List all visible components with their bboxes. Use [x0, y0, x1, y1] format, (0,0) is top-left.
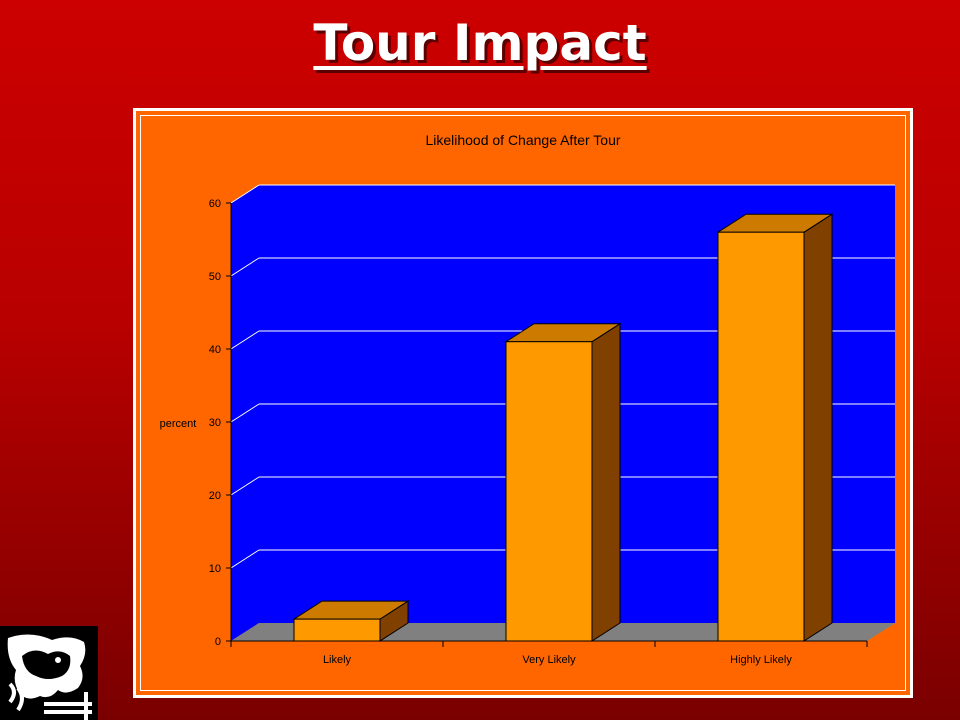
bar — [717, 231, 805, 642]
slide-title: Tour Impact — [313, 14, 647, 72]
cow-logo — [0, 626, 98, 720]
gridline-side — [230, 403, 260, 423]
bar-side — [803, 213, 833, 642]
y-tick-label: 60 — [209, 198, 221, 210]
gridline-side — [230, 549, 260, 569]
bar — [505, 341, 593, 642]
chart-title: Likelihood of Change After Tour — [425, 132, 620, 148]
x-tick-label: Highly Likely — [730, 654, 792, 666]
cow-logo-icon — [7, 634, 92, 720]
gridline-side — [230, 330, 260, 350]
bar — [293, 618, 381, 642]
y-tick-label: 40 — [209, 344, 221, 356]
gridline-side — [230, 476, 260, 496]
y-tick-label: 50 — [209, 271, 221, 283]
chart-frame-border — [140, 115, 906, 691]
gridline-side — [230, 257, 260, 277]
y-tick-label: 20 — [209, 490, 221, 502]
y-tick-label: 10 — [209, 563, 221, 575]
y-axis-label: percent — [160, 418, 197, 430]
bar-side — [591, 322, 621, 642]
x-tick-label: Likely — [323, 654, 352, 666]
y-tick-label: 30 — [209, 417, 221, 429]
x-tick-label: Very Likely — [522, 654, 576, 666]
y-tick-label: 0 — [215, 636, 221, 648]
gridline-side — [230, 184, 260, 204]
